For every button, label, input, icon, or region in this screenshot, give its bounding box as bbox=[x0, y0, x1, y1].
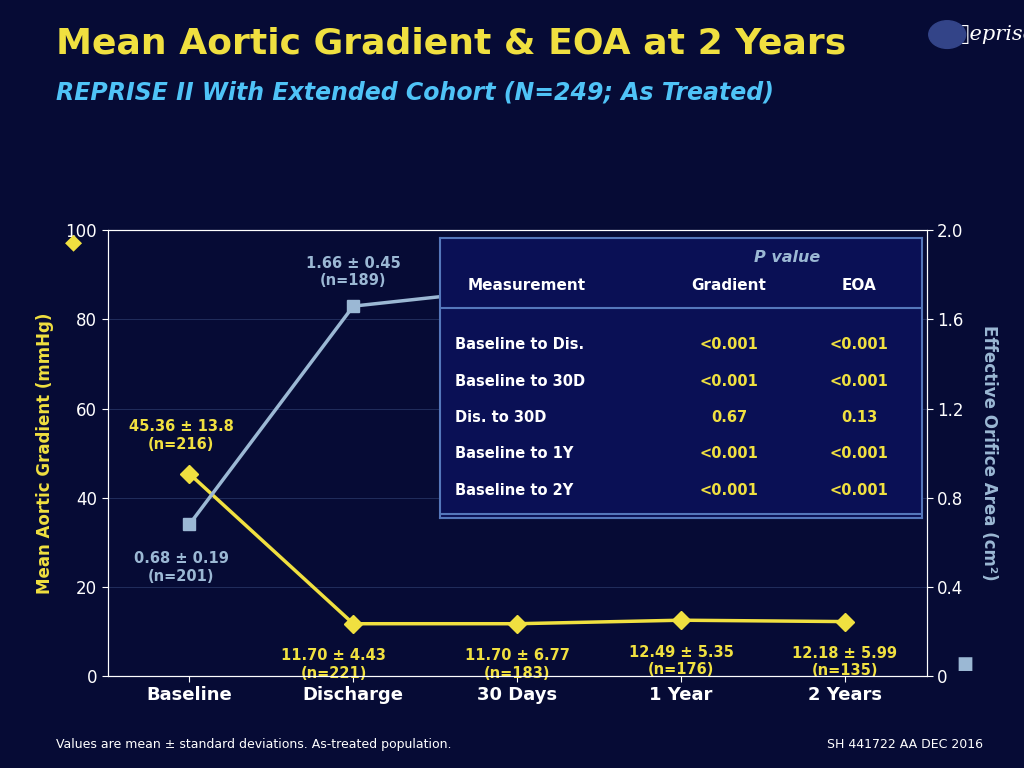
Text: Baseline to Dis.: Baseline to Dis. bbox=[455, 337, 584, 352]
Text: ℛeprise: ℛeprise bbox=[957, 25, 1024, 44]
Text: <0.001: <0.001 bbox=[829, 337, 889, 352]
Text: 0.68 ± 0.19
(n=201): 0.68 ± 0.19 (n=201) bbox=[134, 551, 228, 584]
Text: Baseline to 2Y: Baseline to 2Y bbox=[455, 483, 573, 498]
Text: 11.70 ± 6.77
(n=183): 11.70 ± 6.77 (n=183) bbox=[465, 648, 569, 680]
Text: 1.68 ± 0.49
(n=157): 1.68 ± 0.49 (n=157) bbox=[634, 251, 728, 284]
Text: Measurement: Measurement bbox=[468, 278, 586, 293]
Text: 12.49 ± 5.35
(n=176): 12.49 ± 5.35 (n=176) bbox=[629, 644, 733, 677]
Text: Baseline to 30D: Baseline to 30D bbox=[455, 373, 585, 389]
Text: <0.001: <0.001 bbox=[829, 483, 889, 498]
Text: Mean Aortic Gradient & EOA at 2 Years: Mean Aortic Gradient & EOA at 2 Years bbox=[56, 27, 847, 61]
Text: 1.74 ± 0.45
(n=149): 1.74 ± 0.45 (n=149) bbox=[470, 238, 564, 270]
Text: Baseline to 1Y: Baseline to 1Y bbox=[455, 446, 573, 462]
Text: 0.67: 0.67 bbox=[711, 410, 748, 425]
Text: SH 441722 AA DEC 2016: SH 441722 AA DEC 2016 bbox=[827, 738, 983, 751]
Y-axis label: Effective Orifice Area (cm²): Effective Orifice Area (cm²) bbox=[980, 326, 998, 581]
Text: 12.18 ± 5.99
(n=135): 12.18 ± 5.99 (n=135) bbox=[793, 646, 897, 678]
Text: Gradient: Gradient bbox=[691, 278, 767, 293]
Text: EOA: EOA bbox=[842, 278, 877, 293]
Text: <0.001: <0.001 bbox=[699, 446, 759, 462]
Text: <0.001: <0.001 bbox=[699, 483, 759, 498]
Text: <0.001: <0.001 bbox=[829, 373, 889, 389]
Text: P value: P value bbox=[754, 250, 820, 265]
Text: 11.70 ± 4.43
(n=221): 11.70 ± 4.43 (n=221) bbox=[282, 648, 386, 680]
Text: 1.64 ± 0.47
(n=123): 1.64 ± 0.47 (n=123) bbox=[798, 260, 892, 293]
Text: 45.36 ± 13.8
(n=216): 45.36 ± 13.8 (n=216) bbox=[129, 419, 233, 452]
Text: REPRISE II With Extended Cohort (N=249; As Treated): REPRISE II With Extended Cohort (N=249; … bbox=[56, 81, 774, 104]
Text: Dis. to 30D: Dis. to 30D bbox=[455, 410, 546, 425]
Text: Values are mean ± standard deviations. As-treated population.: Values are mean ± standard deviations. A… bbox=[56, 738, 452, 751]
Text: <0.001: <0.001 bbox=[699, 373, 759, 389]
Text: ■: ■ bbox=[956, 655, 973, 674]
Text: <0.001: <0.001 bbox=[829, 446, 889, 462]
Y-axis label: Mean Aortic Gradient (mmHg): Mean Aortic Gradient (mmHg) bbox=[37, 313, 54, 594]
Text: 1.66 ± 0.45
(n=189): 1.66 ± 0.45 (n=189) bbox=[306, 256, 400, 288]
Text: ◆: ◆ bbox=[66, 232, 82, 252]
Text: <0.001: <0.001 bbox=[699, 337, 759, 352]
Text: 0.13: 0.13 bbox=[841, 410, 878, 425]
